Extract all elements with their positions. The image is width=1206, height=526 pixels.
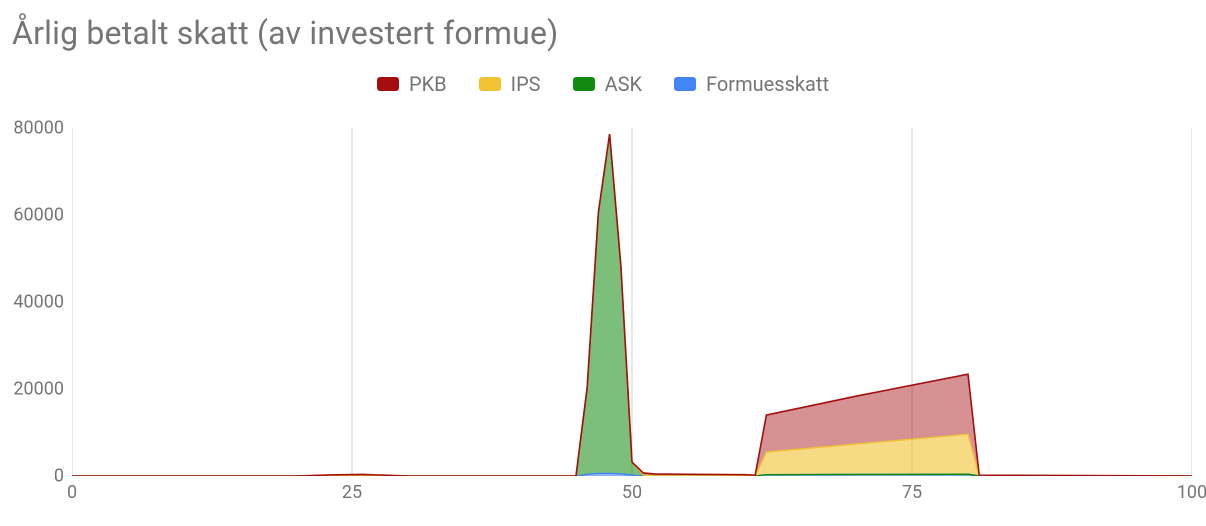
legend-item-pkb: PKB xyxy=(377,72,447,96)
x-tick-label: 75 xyxy=(902,482,922,503)
legend-swatch-pkb xyxy=(377,77,399,91)
chart-title: Årlig betalt skatt (av investert formue) xyxy=(12,14,559,52)
y-tick-label: 40000 xyxy=(4,292,64,313)
legend-swatch-formuesskatt xyxy=(674,77,696,91)
y-tick-label: 0 xyxy=(4,466,64,487)
legend-item-formuesskatt: Formuesskatt xyxy=(674,72,829,96)
legend: PKB IPS ASK Formuesskatt xyxy=(0,72,1206,96)
x-tick-label: 50 xyxy=(622,482,642,503)
plot-area xyxy=(72,128,1192,476)
legend-label: ASK xyxy=(605,72,642,96)
chart-svg xyxy=(72,128,1192,476)
chart-container: Årlig betalt skatt (av investert formue)… xyxy=(0,0,1206,526)
legend-item-ask: ASK xyxy=(573,72,642,96)
legend-label: IPS xyxy=(511,72,541,96)
x-tick-label: 25 xyxy=(342,482,362,503)
x-tick-label: 100 xyxy=(1177,482,1206,503)
legend-item-ips: IPS xyxy=(479,72,541,96)
y-tick-label: 60000 xyxy=(4,205,64,226)
y-tick-label: 20000 xyxy=(4,379,64,400)
y-tick-label: 80000 xyxy=(4,118,64,139)
legend-label: Formuesskatt xyxy=(706,72,829,96)
legend-swatch-ips xyxy=(479,77,501,91)
legend-label: PKB xyxy=(409,72,447,96)
x-tick-label: 0 xyxy=(67,482,77,503)
legend-swatch-ask xyxy=(573,77,595,91)
